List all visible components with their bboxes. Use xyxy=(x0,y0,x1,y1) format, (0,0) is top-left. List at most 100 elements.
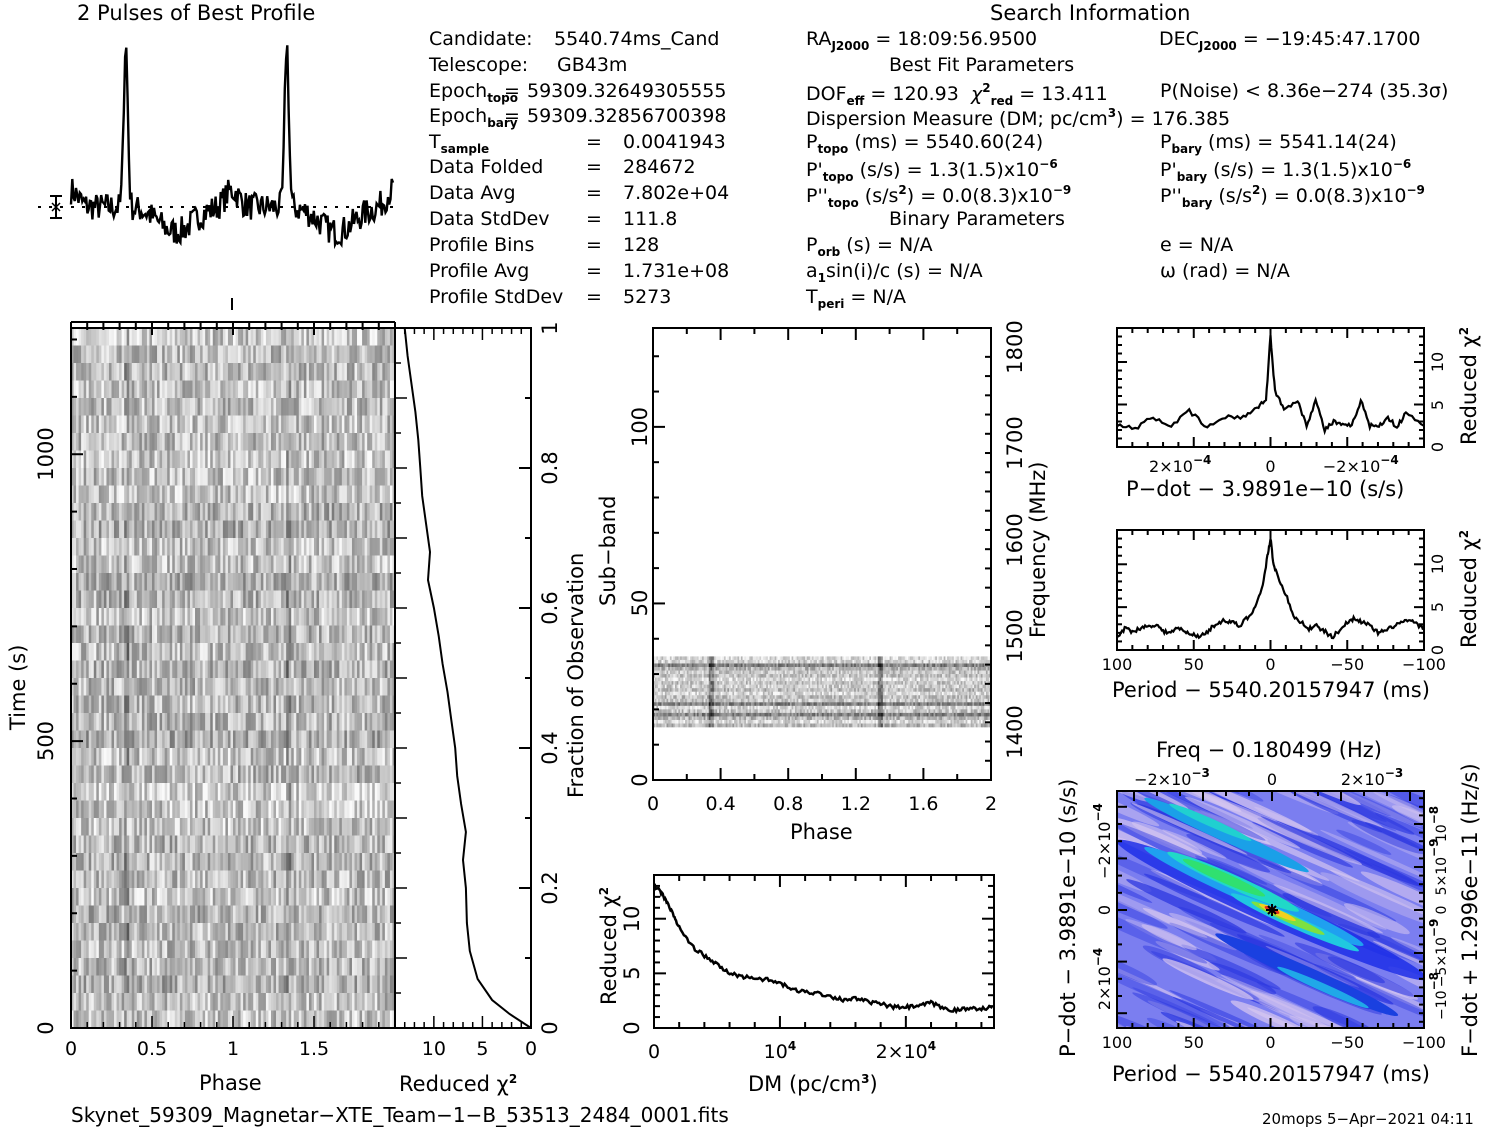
heatmap-streak xyxy=(1117,1011,1211,1028)
heatmap-streak xyxy=(1117,958,1230,1028)
y2-axis-label: Frequency (MHz) xyxy=(1026,461,1050,638)
tick-label: 0.8 xyxy=(538,451,562,485)
tick-label: 1600 xyxy=(1003,512,1027,567)
heatmap-streak xyxy=(1375,812,1424,866)
info-eq: = xyxy=(504,80,520,102)
tperi-row: Tperi = N/A xyxy=(806,286,906,311)
info-eq: = xyxy=(586,156,602,178)
info-label: Data Avg xyxy=(429,182,516,204)
heatmap-streak xyxy=(1257,859,1397,922)
chi2-fraction-line xyxy=(403,327,532,1029)
x-axis-label: Reduced χ2 xyxy=(399,1072,518,1096)
tick-label: 0 xyxy=(647,1041,661,1063)
tick-label: −100 xyxy=(1402,655,1446,674)
info-row: Data Avg = 7.802e+04 xyxy=(429,182,729,204)
tick-label: 1 xyxy=(538,321,562,335)
subband-plot xyxy=(652,327,992,781)
y-axis-label: P−dot − 3.9891e−10 (s/s) xyxy=(1056,778,1080,1057)
pddot-bary-row: P''bary (s/s2) = 0.0(8.3)x10−9 xyxy=(1160,183,1425,210)
tick-label: 2×10−4 xyxy=(1091,947,1114,1011)
heatmap-streak xyxy=(1238,863,1387,930)
tick-label: 100 xyxy=(1101,1033,1133,1052)
tick-label: 0 xyxy=(538,1021,562,1035)
info-eq: = xyxy=(586,182,602,204)
subband-heatmap xyxy=(653,656,992,728)
heatmap-streak xyxy=(1162,958,1254,1000)
profile-title: 2 Pulses of Best Profile xyxy=(77,1,316,25)
info-value: 5540.74ms_Cand xyxy=(554,28,720,50)
heatmap-streak xyxy=(1265,945,1360,988)
heatmap-streak xyxy=(1208,962,1277,995)
tick-label: 0 xyxy=(34,1021,58,1035)
info-value: 59309.32649305555 xyxy=(527,80,727,102)
time-phase-plot xyxy=(70,321,396,1029)
dec-row: DECJ2000 = −19:45:47.1700 xyxy=(1159,28,1421,53)
heatmap-streak xyxy=(1117,932,1183,1000)
heatmap-streak xyxy=(1169,990,1309,1028)
heatmap-streak xyxy=(1258,934,1357,979)
chi2-fraction-plot xyxy=(394,327,532,1029)
heatmap-streak xyxy=(1117,791,1189,810)
info-row: Epochbary = 59309.32856700398 xyxy=(429,105,726,130)
y2-axis-label: F−dot + 1.2996e−11 (Hz/s) xyxy=(1458,763,1482,1057)
error-bar-icon xyxy=(50,195,62,219)
info-row: Profile Avg = 1.731e+08 xyxy=(429,262,729,281)
tick-label: 0.6 xyxy=(538,591,562,625)
info-row: Epochtopo = 59309.32649305555 xyxy=(429,80,726,105)
heatmap-streak xyxy=(1313,791,1422,828)
heatmap-streak xyxy=(1173,997,1288,1028)
x-axis-label: Phase xyxy=(199,1071,262,1095)
heatmap-streak xyxy=(1282,893,1381,939)
tick-label: 0 xyxy=(1428,644,1447,656)
heatmap-streak xyxy=(1391,937,1424,982)
heatmap-streak xyxy=(1254,806,1319,836)
tick-label: 5 xyxy=(1428,399,1447,410)
heatmap-streak xyxy=(1392,805,1424,838)
search-title: Search Information xyxy=(990,1,1191,25)
heatmap-streak xyxy=(1117,876,1208,938)
info-label: Profile Bins xyxy=(429,234,535,256)
chi2-dm-plot xyxy=(653,874,995,1029)
info-label: Telescope: xyxy=(429,54,529,76)
tick-label: 0 xyxy=(646,793,660,815)
tick-label: 0.2 xyxy=(538,871,562,905)
heatmap-streak xyxy=(1294,942,1415,997)
info-value: GB43m xyxy=(557,54,628,76)
info-eq: = xyxy=(586,131,602,153)
heatmap-streak xyxy=(1289,791,1383,833)
y-axis-label: Reduced χ2 xyxy=(597,886,621,1005)
best-fit-heading: Best Fit Parameters xyxy=(889,54,1075,76)
info-label: Epoch xyxy=(429,80,488,102)
tick-label: 2×10−3 xyxy=(1340,766,1404,789)
tick-label: 10−8 xyxy=(1427,805,1450,843)
tick-label: 0.8 xyxy=(773,793,804,815)
tick-label: 50 xyxy=(1183,1033,1204,1052)
x-axis-label: Period − 5540.20157947 (ms) xyxy=(1112,678,1430,702)
dof-row: DOFeff = 120.93 χ2red = 13.411 xyxy=(806,81,1108,108)
heatmap-streak xyxy=(1273,884,1384,934)
heatmap-streak xyxy=(1194,810,1271,845)
heatmap-streak xyxy=(1117,863,1153,903)
heatmap-streak xyxy=(1208,813,1269,841)
info-label: Data Folded xyxy=(429,156,544,178)
x-axis-label: Phase xyxy=(790,820,853,844)
tick-label: 10 xyxy=(1428,351,1447,373)
heatmap-streak xyxy=(1117,890,1208,964)
info-eq: = xyxy=(586,208,602,230)
info-eq: = xyxy=(504,105,520,127)
heatmap-streak xyxy=(1117,791,1150,802)
pbary-row: Pbary (ms) = 5541.14(24) xyxy=(1160,131,1397,156)
chi2-period-plot xyxy=(1116,529,1425,651)
tick-label: 100 xyxy=(628,406,652,447)
info-row: Profile Bins = 128 xyxy=(429,234,659,256)
chart-title: Freq − 0.180499 (Hz) xyxy=(1156,738,1382,762)
info-label: Data StdDev xyxy=(429,208,550,230)
info-eq: = xyxy=(586,286,602,308)
heatmap-streak xyxy=(1126,879,1247,934)
x-axis-label: Period − 5540.20157947 (ms) xyxy=(1112,1062,1430,1086)
info-sub: bary xyxy=(487,116,518,130)
info-row: Profile StdDev = 5273 xyxy=(429,288,671,307)
heatmap-streak xyxy=(1246,791,1384,829)
tick-label: 1800 xyxy=(1003,320,1027,374)
x-axis-label: P−dot − 3.9891e−10 (s/s) xyxy=(1126,477,1405,501)
